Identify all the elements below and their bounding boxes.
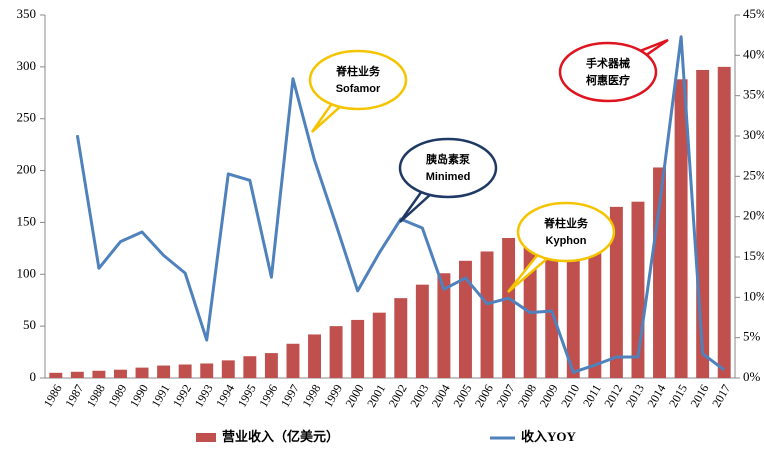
bar (49, 372, 63, 378)
y2-tick-label: 20% (743, 208, 764, 223)
x-tick-label: 1996 (256, 382, 280, 410)
bar (329, 326, 343, 378)
y2-tick-label: 45% (743, 6, 764, 21)
y-tick-label: 200 (17, 162, 37, 177)
bar (674, 79, 688, 378)
x-tick-label: 2017 (709, 382, 733, 410)
x-tick-label: 1986 (41, 382, 65, 410)
callout (558, 41, 658, 103)
y2-tick-label: 30% (743, 127, 764, 142)
x-tick-label: 2003 (407, 382, 431, 410)
x-tick-label: 1994 (213, 382, 237, 410)
bar (437, 273, 451, 378)
bar (178, 364, 192, 378)
y2-tick-label: 40% (743, 46, 764, 61)
x-tick-label: 1987 (62, 382, 86, 410)
bar (308, 334, 321, 378)
callout-text: 脊柱业务 (543, 216, 589, 230)
legend-label: 收入YOY (521, 429, 577, 444)
y2-tick-label: 35% (743, 87, 764, 102)
x-tick-label: 2004 (429, 382, 453, 410)
callout-text: 脊柱业务 (335, 64, 381, 78)
x-tick-label: 2010 (558, 382, 582, 410)
x-tick-label: 2002 (386, 382, 410, 410)
x-tick-label: 2013 (623, 382, 647, 410)
x-tick-label: 1998 (299, 382, 323, 410)
x-tick-label: 1988 (84, 382, 108, 410)
bar (480, 251, 494, 378)
legend-swatch (196, 433, 216, 442)
bar (459, 260, 472, 378)
bar (286, 343, 300, 378)
x-tick-label: 2011 (580, 382, 604, 409)
y-tick-label: 250 (17, 110, 37, 125)
bar (609, 206, 623, 378)
bar (135, 367, 149, 378)
x-tick-label: 1989 (105, 382, 129, 410)
y2-tick-label: 10% (743, 288, 764, 303)
bar (221, 360, 235, 378)
y-tick-label: 300 (17, 58, 37, 73)
callout-text: 胰岛素泵 (425, 152, 470, 166)
x-tick-label: 2009 (537, 382, 561, 410)
x-tick-label: 1999 (321, 382, 345, 410)
y2-tick-label: 0% (743, 369, 761, 384)
callout-text: Sofamor (336, 83, 381, 95)
bar (264, 353, 278, 378)
x-tick-label: 2008 (515, 382, 539, 410)
bar (157, 365, 171, 378)
y-tick-label: 150 (17, 213, 37, 228)
bar (92, 370, 106, 378)
x-tick-label: 2001 (364, 382, 388, 410)
y-tick-label: 350 (17, 6, 37, 21)
bar (70, 371, 84, 378)
x-tick-label: 2005 (450, 382, 474, 410)
bar (717, 66, 731, 378)
callout-text: 柯惠医疗 (586, 73, 630, 87)
legend-label: 营业收入（亿美元） (222, 429, 339, 444)
bar (502, 237, 516, 378)
callout-text: 手术器械 (586, 56, 630, 70)
y-tick-label: 50 (23, 317, 36, 332)
callout-text: Minimed (426, 171, 471, 183)
x-tick-label: 2000 (343, 382, 367, 410)
x-tick-label: 1990 (127, 382, 151, 410)
x-tick-label: 1995 (235, 382, 259, 410)
bar (114, 369, 127, 378)
x-tick-label: 1997 (278, 382, 302, 410)
x-tick-label: 1991 (148, 382, 172, 410)
bar (200, 363, 214, 378)
bar (415, 284, 429, 378)
y-tick-label: 0 (30, 369, 37, 384)
callout (516, 201, 616, 263)
x-tick-label: 1993 (192, 382, 216, 410)
x-tick-label: 2006 (472, 382, 496, 410)
x-tick-label: 2016 (688, 382, 712, 410)
callout (308, 49, 408, 111)
bar (372, 312, 386, 378)
y2-tick-label: 15% (743, 248, 764, 263)
x-tick-label: 2014 (644, 382, 668, 410)
x-tick-label: 2015 (666, 382, 690, 410)
x-tick-label: 2007 (493, 382, 517, 410)
callout-text: Kyphon (546, 235, 587, 247)
y2-tick-label: 25% (743, 167, 764, 182)
bar (394, 298, 408, 378)
y-tick-label: 100 (17, 265, 37, 280)
y2-tick-label: 5% (743, 329, 761, 344)
x-tick-label: 1992 (170, 382, 194, 410)
bar (243, 356, 257, 378)
x-tick-label: 2012 (601, 382, 625, 410)
callout (398, 137, 498, 199)
bar (351, 319, 365, 378)
